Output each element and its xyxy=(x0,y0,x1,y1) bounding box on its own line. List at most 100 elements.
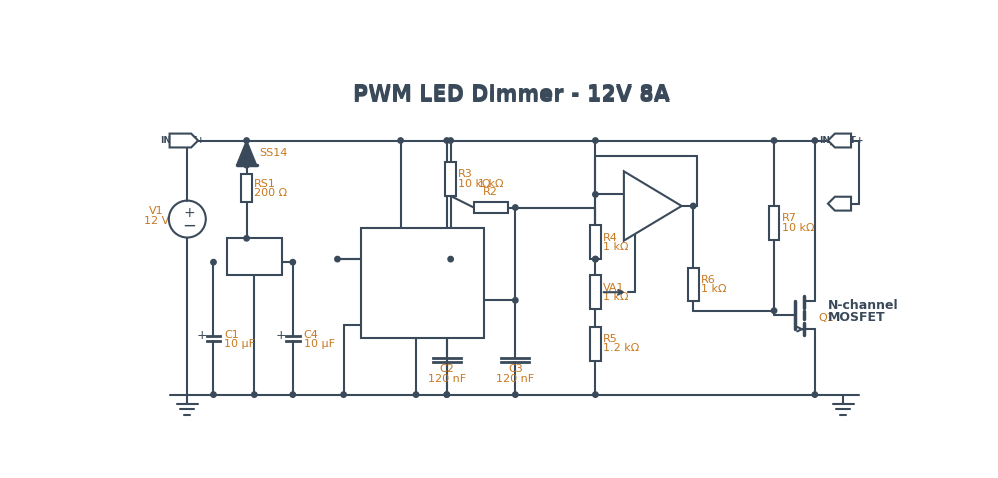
Polygon shape xyxy=(237,141,256,165)
Circle shape xyxy=(251,392,257,397)
Text: +: + xyxy=(630,210,642,224)
Circle shape xyxy=(771,308,776,314)
Text: 10 kΩ: 10 kΩ xyxy=(781,223,814,232)
Text: OUT-: OUT- xyxy=(829,199,853,208)
Circle shape xyxy=(593,256,598,262)
Text: IN_OUT+: IN_OUT+ xyxy=(161,136,205,145)
Circle shape xyxy=(448,138,453,143)
Text: MOSFET: MOSFET xyxy=(828,312,885,325)
Text: GND: GND xyxy=(244,259,265,269)
Text: 120 nF: 120 nF xyxy=(496,373,534,383)
Text: VCC: VCC xyxy=(425,238,443,247)
Text: 7805: 7805 xyxy=(241,247,268,257)
Circle shape xyxy=(691,203,696,209)
Circle shape xyxy=(413,392,419,397)
Text: R3: R3 xyxy=(458,169,473,179)
Text: CONTROL: CONTROL xyxy=(425,320,466,329)
Circle shape xyxy=(771,138,776,143)
Text: Q1: Q1 xyxy=(818,314,833,324)
Text: VA1: VA1 xyxy=(603,282,625,293)
Circle shape xyxy=(244,163,250,168)
Text: +: + xyxy=(183,206,195,220)
Circle shape xyxy=(211,260,217,265)
Text: 12 V: 12 V xyxy=(144,216,169,226)
Bar xyxy=(360,228,484,338)
Bar xyxy=(242,174,251,202)
Bar xyxy=(768,206,779,240)
Text: 1 kΩ: 1 kΩ xyxy=(478,179,503,189)
Circle shape xyxy=(290,392,295,397)
Text: GND: GND xyxy=(408,320,428,329)
Text: PWM LED Dimmer - 12V 8A: PWM LED Dimmer - 12V 8A xyxy=(353,86,670,106)
Text: IN_OUT+: IN_OUT+ xyxy=(818,136,863,145)
Circle shape xyxy=(513,205,518,210)
Circle shape xyxy=(812,138,817,143)
Circle shape xyxy=(211,392,217,397)
Text: U1: U1 xyxy=(414,264,430,277)
Text: R5: R5 xyxy=(603,334,618,344)
Circle shape xyxy=(244,236,250,241)
Circle shape xyxy=(444,392,449,397)
Bar xyxy=(590,275,601,309)
Circle shape xyxy=(334,256,340,262)
Text: V1: V1 xyxy=(149,206,164,217)
Text: 555: 555 xyxy=(407,280,437,294)
Text: THRESHOLD: THRESHOLD xyxy=(427,296,481,305)
Text: OUT: OUT xyxy=(255,254,276,264)
Circle shape xyxy=(341,392,346,397)
Bar xyxy=(227,238,282,274)
Text: 10 μF: 10 μF xyxy=(303,339,334,349)
Circle shape xyxy=(593,392,598,397)
Text: DISCHARGE: DISCHARGE xyxy=(422,255,474,263)
Circle shape xyxy=(290,260,295,265)
Text: R4: R4 xyxy=(603,232,618,242)
Polygon shape xyxy=(624,171,682,240)
Text: SS14: SS14 xyxy=(259,148,288,158)
Text: RESET: RESET xyxy=(365,238,393,247)
Circle shape xyxy=(593,138,598,143)
Text: RS1: RS1 xyxy=(254,179,276,189)
Text: U0: U0 xyxy=(247,237,261,247)
Text: N-channel: N-channel xyxy=(828,299,898,312)
Bar xyxy=(445,162,456,196)
Circle shape xyxy=(513,298,518,303)
Text: C4: C4 xyxy=(303,329,318,339)
Circle shape xyxy=(812,392,817,397)
Text: 1.2 kΩ: 1.2 kΩ xyxy=(603,343,640,353)
Text: IN: IN xyxy=(232,254,243,264)
Circle shape xyxy=(244,138,250,143)
Text: C3: C3 xyxy=(508,364,523,374)
Circle shape xyxy=(593,192,598,197)
Text: LM358: LM358 xyxy=(624,202,658,212)
Bar xyxy=(590,225,601,259)
Polygon shape xyxy=(828,133,851,147)
Text: +: + xyxy=(275,329,286,342)
Text: R6: R6 xyxy=(701,275,716,285)
Text: 10 kΩ: 10 kΩ xyxy=(458,179,491,189)
Text: C1: C1 xyxy=(225,329,239,339)
Bar xyxy=(688,268,699,302)
Text: +: + xyxy=(197,329,208,342)
Text: 10 μF: 10 μF xyxy=(225,339,255,349)
Text: PWM LED Dimmer - 12V 8A: PWM LED Dimmer - 12V 8A xyxy=(353,84,670,104)
Text: 200 Ω: 200 Ω xyxy=(254,188,287,198)
Text: U2: U2 xyxy=(633,192,649,202)
Text: C2: C2 xyxy=(439,364,454,374)
Circle shape xyxy=(398,138,403,143)
Bar xyxy=(474,202,508,213)
Text: −: − xyxy=(630,186,642,201)
Circle shape xyxy=(444,392,449,397)
Circle shape xyxy=(593,256,598,262)
Text: OUTPUT: OUTPUT xyxy=(365,320,401,329)
Text: 1 kΩ: 1 kΩ xyxy=(603,292,629,302)
Text: TRIGGER: TRIGGER xyxy=(365,255,404,263)
Text: R7: R7 xyxy=(781,213,796,223)
Text: 1 kΩ: 1 kΩ xyxy=(603,242,629,252)
Bar xyxy=(590,327,601,361)
Polygon shape xyxy=(170,133,198,147)
Circle shape xyxy=(444,138,449,143)
Text: −: − xyxy=(182,216,196,234)
Circle shape xyxy=(448,256,453,262)
Text: 120 nF: 120 nF xyxy=(428,373,466,383)
Text: R2: R2 xyxy=(483,187,498,197)
